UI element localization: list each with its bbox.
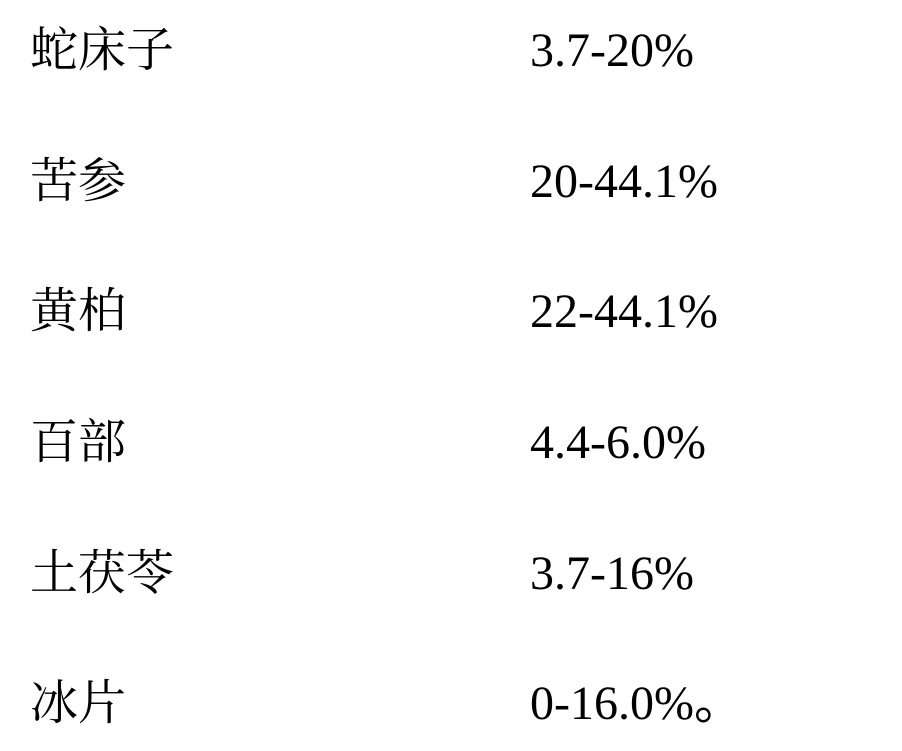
table-row: 蛇床子 3.7-20% xyxy=(30,20,872,78)
ingredient-name: 蛇床子 xyxy=(30,20,530,73)
ingredient-name: 黄柏 xyxy=(30,281,530,334)
ingredient-value: 0-16.0%。 xyxy=(530,678,742,731)
table-row: 土茯苓 3.7-16% xyxy=(30,543,872,601)
ingredient-table: 蛇床子 3.7-20% 苦参 20-44.1% 黄柏 22-44.1% 百部 4… xyxy=(0,0,902,751)
value-number: 0-16.0% xyxy=(530,677,694,730)
ingredient-value: 3.7-16% xyxy=(530,548,694,601)
ingredient-value: 4.4-6.0% xyxy=(530,417,706,470)
table-row: 黄柏 22-44.1% xyxy=(30,281,872,339)
ingredient-name: 冰片 xyxy=(30,673,530,726)
ingredient-value: 3.7-20% xyxy=(530,25,694,78)
ingredient-name: 百部 xyxy=(30,412,530,465)
period-punct: 。 xyxy=(694,677,742,730)
table-row: 百部 4.4-6.0% xyxy=(30,412,872,470)
table-row: 冰片 0-16.0%。 xyxy=(30,673,872,731)
ingredient-value: 20-44.1% xyxy=(530,156,718,209)
table-row: 苦参 20-44.1% xyxy=(30,151,872,209)
ingredient-value: 22-44.1% xyxy=(530,286,718,339)
ingredient-name: 苦参 xyxy=(30,151,530,204)
ingredient-name: 土茯苓 xyxy=(30,543,530,596)
